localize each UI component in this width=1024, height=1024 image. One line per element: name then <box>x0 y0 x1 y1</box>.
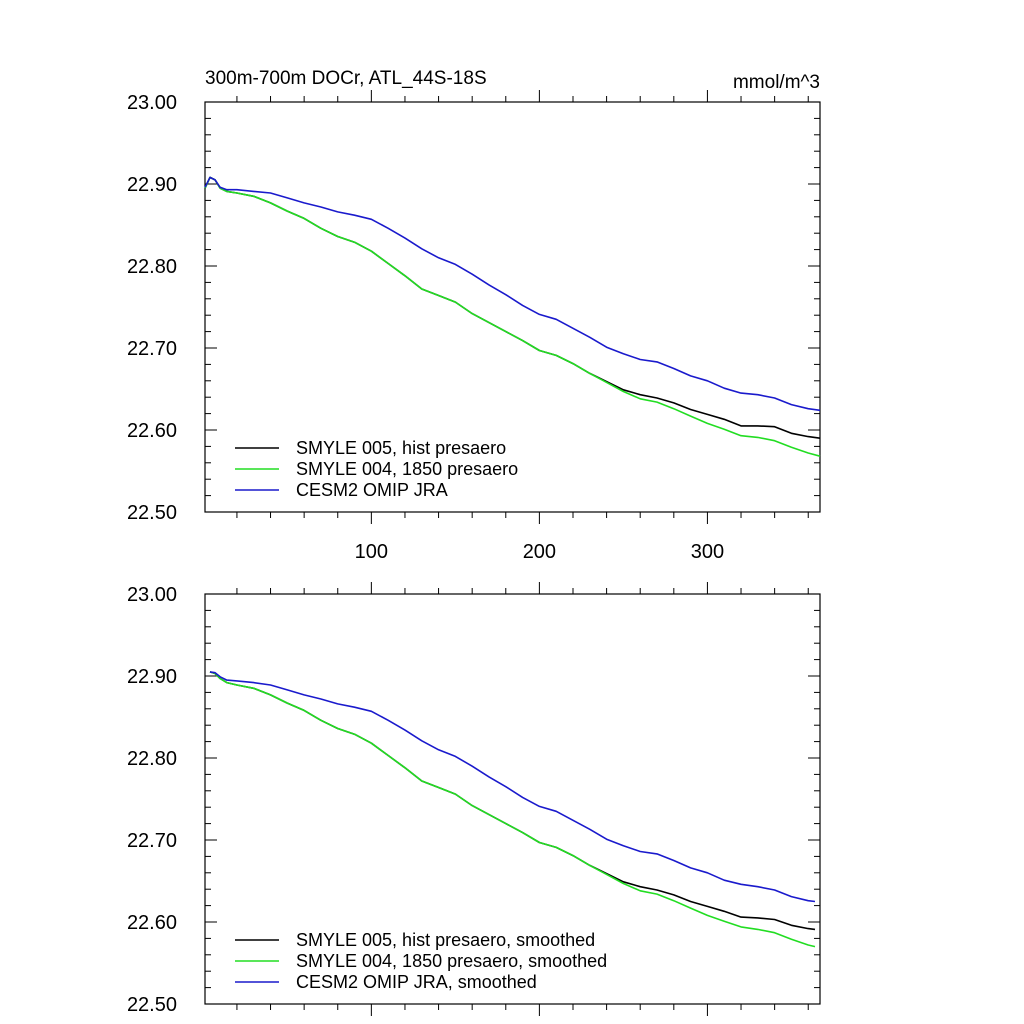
legend-label-1: SMYLE 005, hist presaero, smoothed <box>296 930 595 950</box>
series-line-3 <box>209 671 816 903</box>
x-tick-label: 300 <box>691 541 724 563</box>
series-line-2 <box>204 176 821 457</box>
y-tick-label: 22.80 <box>127 748 177 770</box>
units-label: mmol/m^3 <box>733 72 820 93</box>
plot-frame <box>204 593 821 1005</box>
series-line-3 <box>204 176 821 412</box>
plot-frame <box>204 101 821 513</box>
y-tick-label: 22.50 <box>127 994 177 1016</box>
legend-label-3: CESM2 OMIP JRA <box>296 480 448 500</box>
y-tick-label: 23.00 <box>127 584 177 606</box>
y-tick-label: 22.60 <box>127 420 177 442</box>
legend-label-2: SMYLE 004, 1850 presaero, smoothed <box>296 951 607 971</box>
legend-label-1: SMYLE 005, hist presaero <box>296 438 506 458</box>
x-tick-label: 100 <box>355 541 388 563</box>
series-line-2 <box>209 671 816 948</box>
legend-label-3: CESM2 OMIP JRA, smoothed <box>296 972 537 992</box>
y-tick-label: 22.70 <box>127 338 177 360</box>
y-tick-label: 22.90 <box>127 174 177 196</box>
y-tick-label: 22.80 <box>127 256 177 278</box>
chart-title: 300m-700m DOCr, ATL_44S-18S <box>205 68 487 89</box>
legend-label-2: SMYLE 004, 1850 presaero <box>296 459 518 479</box>
y-tick-label: 22.50 <box>127 502 177 524</box>
bottom-panel: 22.50 22.60 22.70 22.80 22.90 23.00 SMYLE 005,… <box>127 582 821 1016</box>
y-tick-label: 22.90 <box>127 666 177 688</box>
x-tick-label: 200 <box>523 541 556 563</box>
y-tick-label: 22.70 <box>127 830 177 852</box>
y-tick-label: 22.60 <box>127 912 177 934</box>
top-panel: 22.50 22.60 22.70 22.80 22.90 23.00 100 200 300 S… <box>127 90 821 563</box>
y-tick-label: 23.00 <box>127 92 177 114</box>
